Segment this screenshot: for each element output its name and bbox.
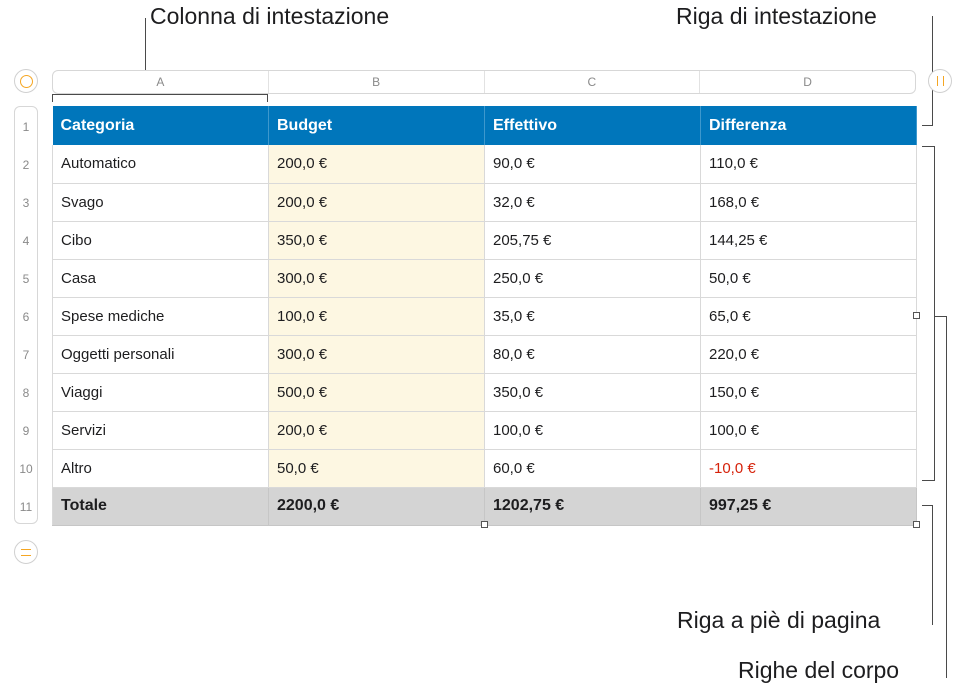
- header-cell[interactable]: Budget: [268, 106, 485, 145]
- header-cell[interactable]: Differenza: [700, 106, 917, 145]
- resize-handle-corner[interactable]: [913, 521, 920, 528]
- callout-line: [922, 505, 933, 506]
- difference-cell[interactable]: 65,0 €: [700, 297, 917, 336]
- actual-cell[interactable]: 250,0 €: [484, 259, 701, 298]
- difference-cell[interactable]: 50,0 €: [700, 259, 917, 298]
- category-cell[interactable]: Spese mediche: [52, 297, 269, 336]
- difference-cell[interactable]: 144,25 €: [700, 221, 917, 260]
- callout-footer-row: Riga a piè di pagina: [677, 607, 881, 633]
- budget-cell[interactable]: 300,0 €: [268, 259, 485, 298]
- footer-cell[interactable]: 2200,0 €: [268, 487, 485, 526]
- actual-cell[interactable]: 205,75 €: [484, 221, 701, 260]
- row-number[interactable]: 8: [22, 386, 30, 400]
- callout-line: [145, 18, 146, 95]
- footer-cell[interactable]: 997,25 €: [700, 487, 917, 526]
- header-cell[interactable]: Effettivo: [484, 106, 701, 145]
- footer-row: Totale 2200,0 € 1202,75 € 997,25 €: [52, 487, 917, 526]
- difference-cell[interactable]: 110,0 €: [700, 145, 917, 184]
- callout-line: [267, 94, 268, 102]
- table-row: Servizi 200,0 € 100,0 € 100,0 €: [52, 411, 917, 450]
- actual-cell[interactable]: 35,0 €: [484, 297, 701, 336]
- pause-icon: [936, 76, 944, 86]
- resize-handle-right[interactable]: [913, 312, 920, 319]
- add-row-button[interactable]: [14, 540, 38, 564]
- callout-body-rows: Righe del corpo: [738, 657, 900, 683]
- table-row: Spese mediche 100,0 € 35,0 € 65,0 €: [52, 297, 917, 336]
- row-number[interactable]: 5: [22, 272, 30, 286]
- column-label-c[interactable]: C: [485, 71, 701, 93]
- callout-line: [934, 146, 935, 481]
- callout-line: [935, 316, 947, 317]
- budget-cell[interactable]: 300,0 €: [268, 335, 485, 374]
- budget-cell[interactable]: 100,0 €: [268, 297, 485, 336]
- table-row: Svago 200,0 € 32,0 € 168,0 €: [52, 183, 917, 222]
- difference-cell[interactable]: 150,0 €: [700, 373, 917, 412]
- difference-cell[interactable]: 168,0 €: [700, 183, 917, 222]
- callout-line: [922, 480, 935, 481]
- row-number[interactable]: 2: [22, 158, 30, 172]
- select-table-button[interactable]: [14, 69, 38, 93]
- row-number[interactable]: 7: [22, 348, 30, 362]
- budget-table: Categoria Budget Effettivo Differenza Au…: [52, 106, 917, 526]
- header-cell[interactable]: Categoria: [52, 106, 269, 145]
- table-row: Cibo 350,0 € 205,75 € 144,25 €: [52, 221, 917, 260]
- difference-cell-negative[interactable]: -10,0 €: [700, 449, 917, 488]
- difference-cell[interactable]: 220,0 €: [700, 335, 917, 374]
- budget-cell[interactable]: 200,0 €: [268, 411, 485, 450]
- callout-line: [52, 94, 53, 102]
- category-cell[interactable]: Casa: [52, 259, 269, 298]
- actual-cell[interactable]: 350,0 €: [484, 373, 701, 412]
- callout-line: [932, 505, 933, 625]
- callout-header-row: Riga di intestazione: [676, 3, 877, 29]
- equals-icon: [21, 548, 31, 556]
- row-number[interactable]: 10: [19, 462, 33, 476]
- footer-cell[interactable]: Totale: [52, 487, 269, 526]
- row-number[interactable]: 1: [22, 120, 30, 134]
- column-label-d[interactable]: D: [803, 75, 812, 89]
- row-number[interactable]: 9: [22, 424, 30, 438]
- actual-cell[interactable]: 80,0 €: [484, 335, 701, 374]
- category-cell[interactable]: Svago: [52, 183, 269, 222]
- column-label-a[interactable]: A: [53, 71, 269, 93]
- add-column-button[interactable]: [928, 69, 952, 93]
- difference-cell[interactable]: 100,0 €: [700, 411, 917, 450]
- resize-handle-bottom[interactable]: [481, 521, 488, 528]
- callout-header-column: Colonna di intestazione: [150, 3, 390, 29]
- category-cell[interactable]: Oggetti personali: [52, 335, 269, 374]
- category-cell[interactable]: Altro: [52, 449, 269, 488]
- column-header-bar: A B C D: [52, 70, 916, 94]
- actual-cell[interactable]: 100,0 €: [484, 411, 701, 450]
- actual-cell[interactable]: 60,0 €: [484, 449, 701, 488]
- category-cell[interactable]: Automatico: [52, 145, 269, 184]
- category-cell[interactable]: Cibo: [52, 221, 269, 260]
- row-number[interactable]: 4: [22, 234, 30, 248]
- table-row: Altro 50,0 € 60,0 € -10,0 €: [52, 449, 917, 488]
- table-row: Oggetti personali 300,0 € 80,0 € 220,0 €: [52, 335, 917, 374]
- table-row: Casa 300,0 € 250,0 € 50,0 €: [52, 259, 917, 298]
- table-row: Automatico 200,0 € 90,0 € 110,0 €: [52, 145, 917, 184]
- callout-line: [922, 125, 933, 126]
- callout-line: [922, 146, 935, 147]
- actual-cell[interactable]: 90,0 €: [484, 145, 701, 184]
- callout-line: [946, 316, 947, 678]
- circle-icon: [19, 74, 33, 88]
- callout-line: [52, 94, 268, 95]
- budget-cell[interactable]: 350,0 €: [268, 221, 485, 260]
- category-cell[interactable]: Servizi: [52, 411, 269, 450]
- footer-cell[interactable]: 1202,75 €: [484, 487, 701, 526]
- actual-cell[interactable]: 32,0 €: [484, 183, 701, 222]
- row-number[interactable]: 11: [19, 500, 33, 514]
- row-number-bar: 1 2 3 4 5 6 7 8 9 10 11: [14, 106, 38, 524]
- budget-cell[interactable]: 50,0 €: [268, 449, 485, 488]
- row-number[interactable]: 6: [22, 310, 30, 324]
- budget-cell[interactable]: 500,0 €: [268, 373, 485, 412]
- budget-cell[interactable]: 200,0 €: [268, 183, 485, 222]
- table-row: Viaggi 500,0 € 350,0 € 150,0 €: [52, 373, 917, 412]
- category-cell[interactable]: Viaggi: [52, 373, 269, 412]
- row-number[interactable]: 3: [22, 196, 30, 210]
- budget-cell[interactable]: 200,0 €: [268, 145, 485, 184]
- header-row: Categoria Budget Effettivo Differenza: [52, 106, 917, 145]
- column-label-b[interactable]: B: [269, 71, 485, 93]
